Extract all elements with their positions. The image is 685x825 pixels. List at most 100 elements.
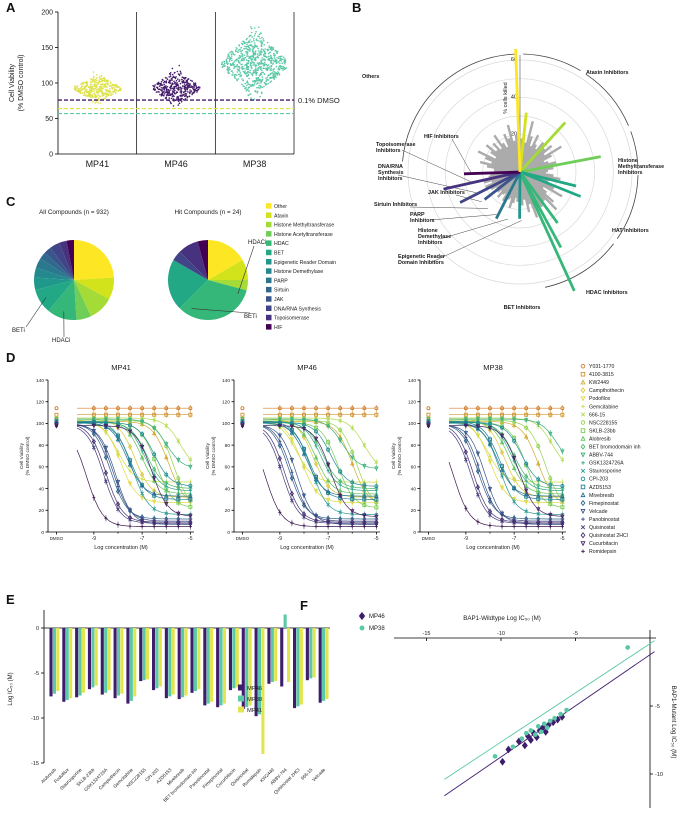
svg-text:SKLB-23bb: SKLB-23bb [589, 428, 616, 434]
svg-text:20: 20 [411, 508, 417, 514]
panel-a-cell-viability-beeswarm: 0 50 100 150 200 MP41 MP46 MP38 0.1% DMSO Cell Vi… [9, 9, 340, 169]
svg-text:Inhibitors: Inhibitors [376, 148, 401, 154]
svg-text:JAK Inhibitors: JAK Inhibitors [428, 190, 465, 196]
svg-text:Podofilox: Podofilox [589, 396, 611, 402]
svg-text:-10: -10 [655, 772, 663, 778]
svg-text:120: 120 [408, 400, 416, 406]
svg-text:BETi: BETi [12, 328, 25, 334]
svg-text:120: 120 [222, 400, 230, 406]
svg-text:DMSO: DMSO [236, 536, 250, 541]
svg-text:BAP1-Wildtype Log IC₅₀ (M): BAP1-Wildtype Log IC₅₀ (M) [463, 615, 541, 622]
svg-text:DNA/RNA Synthesis: DNA/RNA Synthesis [274, 306, 321, 312]
svg-text:MP38: MP38 [243, 159, 267, 169]
svg-text:Topoisomerase: Topoisomerase [274, 316, 309, 322]
svg-text:140: 140 [408, 378, 416, 384]
svg-text:DNA/RNA: DNA/RNA [378, 164, 403, 170]
svg-text:DMSO: DMSO [50, 536, 64, 541]
svg-text:BET bromodomain inh: BET bromodomain inh [589, 445, 641, 451]
svg-text:200: 200 [41, 9, 53, 16]
svg-text:100: 100 [36, 421, 44, 427]
svg-text:Gemcitabine: Gemcitabine [589, 404, 618, 410]
svg-text:MP38: MP38 [369, 626, 385, 632]
svg-text:-10: -10 [497, 631, 505, 637]
svg-text:HIF Inhibitors: HIF Inhibitors [424, 134, 459, 140]
svg-text:MP38: MP38 [483, 363, 503, 372]
svg-text:-10: -10 [31, 716, 39, 722]
svg-text:BAP1-Mutant Log IC₅₀ (M): BAP1-Mutant Log IC₅₀ (M) [670, 686, 677, 759]
svg-text:Cell Viability: Cell Viability [205, 442, 211, 469]
svg-text:HAT Inhibitors: HAT Inhibitors [612, 228, 649, 234]
panel-label-b: B [352, 0, 362, 15]
svg-text:Histone: Histone [418, 228, 438, 234]
svg-text:Other: Other [274, 204, 287, 210]
svg-text:Inhibitors: Inhibitors [378, 176, 403, 182]
svg-text:Histone Methyltransferase: Histone Methyltransferase [274, 223, 334, 229]
svg-text:GSK1324726A: GSK1324726A [589, 461, 624, 467]
svg-text:20: 20 [511, 132, 517, 138]
svg-text:60: 60 [511, 57, 517, 63]
svg-text:Inhibitors: Inhibitors [410, 218, 435, 224]
svg-text:Histone: Histone [618, 158, 638, 164]
svg-text:-5: -5 [374, 536, 379, 542]
svg-text:Others: Others [362, 74, 379, 80]
panel-label-e: E [6, 592, 15, 607]
svg-text:Demethylase: Demethylase [418, 234, 451, 240]
svg-text:Campthothecin: Campthothecin [589, 388, 624, 394]
svg-text:Cucurbitacin: Cucurbitacin [589, 541, 618, 547]
svg-text:Methyltransferase: Methyltransferase [618, 164, 664, 170]
svg-text:BET Inhibitors: BET Inhibitors [504, 305, 541, 311]
svg-text:-9: -9 [278, 536, 283, 542]
svg-text:Inhibitors: Inhibitors [618, 170, 643, 176]
svg-text:MP46: MP46 [297, 363, 317, 372]
svg-text:Epigenetic Reader Domain: Epigenetic Reader Domain [274, 260, 336, 266]
svg-text:0: 0 [49, 151, 53, 158]
svg-text:Panobinostat: Panobinostat [589, 517, 620, 523]
svg-text:Cell Viability: Cell Viability [9, 64, 16, 102]
svg-text:Topoisomerase: Topoisomerase [376, 142, 415, 148]
svg-text:HDAC Inhibitors: HDAC Inhibitors [586, 290, 628, 296]
svg-text:120: 120 [36, 400, 44, 406]
svg-text:-5: -5 [560, 536, 565, 542]
svg-text:Fimepinostat: Fimepinostat [589, 501, 619, 507]
svg-text:MP41: MP41 [247, 708, 262, 714]
svg-text:-5: -5 [655, 704, 660, 710]
svg-text:20: 20 [39, 508, 45, 514]
svg-text:100: 100 [41, 80, 53, 87]
svg-text:Mivebresib: Mivebresib [589, 493, 614, 499]
svg-text:Y031-1770: Y031-1770 [589, 364, 614, 370]
svg-text:0: 0 [413, 530, 416, 536]
svg-text:(% DMSO control): (% DMSO control) [397, 436, 403, 475]
svg-text:Romidepsin: Romidepsin [589, 549, 617, 555]
svg-text:-9: -9 [464, 536, 469, 542]
svg-text:Inhibitors: Inhibitors [418, 240, 443, 246]
svg-text:Staurosporine: Staurosporine [589, 469, 621, 475]
svg-text:0: 0 [36, 626, 39, 632]
svg-text:-7: -7 [326, 536, 331, 542]
svg-text:(% DMSO control): (% DMSO control) [211, 436, 217, 475]
svg-text:-9: -9 [92, 536, 97, 542]
svg-text:100: 100 [408, 421, 416, 427]
svg-text:HDACi: HDACi [52, 338, 70, 344]
svg-text:% cells killed: % cells killed [503, 82, 509, 113]
svg-text:KW2449: KW2449 [589, 380, 609, 386]
svg-text:MP41: MP41 [111, 363, 131, 372]
panel-label-c: C [6, 194, 16, 209]
svg-text:Log IC₅₀ (M): Log IC₅₀ (M) [8, 672, 14, 705]
panel-label-a: A [6, 0, 16, 15]
svg-text:Cell Viability: Cell Viability [19, 442, 25, 469]
svg-text:0.1% DMSO: 0.1% DMSO [298, 96, 340, 105]
svg-text:40: 40 [39, 486, 45, 492]
svg-text:Log concentration (M): Log concentration (M) [94, 545, 148, 551]
svg-text:140: 140 [36, 378, 44, 384]
svg-text:Ataxin Inhibitors: Ataxin Inhibitors [586, 70, 629, 76]
svg-text:MP46: MP46 [164, 159, 188, 169]
svg-text:Sirtuin: Sirtuin [274, 288, 289, 294]
svg-text:All Compounds (n = 932): All Compounds (n = 932) [39, 209, 109, 216]
svg-text:150: 150 [41, 45, 53, 52]
svg-text:666-15: 666-15 [589, 412, 605, 418]
svg-text:-7: -7 [512, 536, 517, 542]
svg-text:-5: -5 [34, 671, 39, 677]
svg-text:Log concentration (M): Log concentration (M) [466, 545, 520, 551]
svg-text:Synthesis: Synthesis [378, 170, 403, 176]
